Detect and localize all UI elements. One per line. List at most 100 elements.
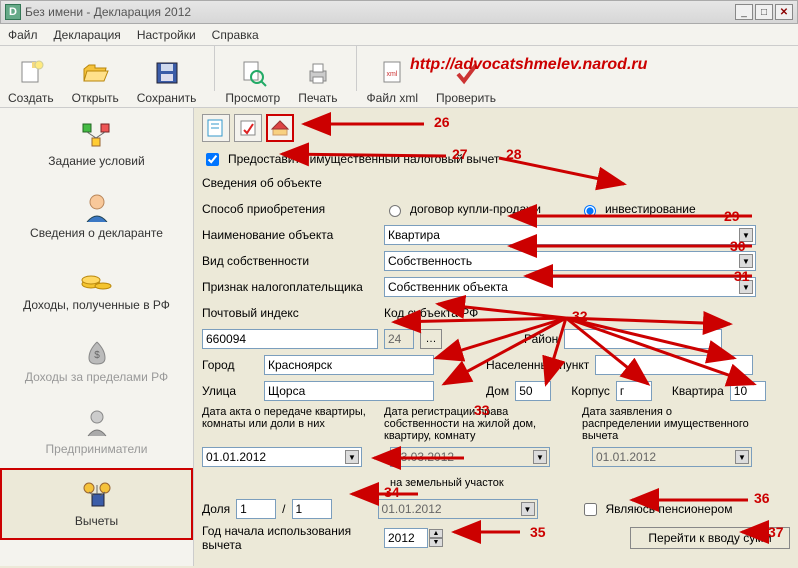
year-up[interactable]: ▲ bbox=[429, 529, 443, 538]
tab-social[interactable] bbox=[234, 114, 262, 142]
deduction-tabs bbox=[202, 114, 790, 142]
sidebar-item-declarant[interactable]: Сведения о декларанте bbox=[0, 180, 193, 252]
obj-name-value: Квартира bbox=[388, 228, 440, 242]
postcode-label: Почтовый индекс bbox=[202, 306, 378, 320]
region-code-input bbox=[384, 329, 414, 349]
region-lookup-button[interactable]: … bbox=[420, 329, 442, 349]
city-input[interactable] bbox=[264, 355, 434, 375]
ownership-select[interactable]: Собственность▼ bbox=[384, 251, 756, 271]
menu-help[interactable]: Справка bbox=[212, 28, 259, 42]
region-code-label: Код субъекта РФ bbox=[384, 306, 534, 320]
obj-name-label: Наименование объекта bbox=[202, 228, 378, 242]
toolbar-print-label: Печать bbox=[298, 91, 337, 105]
date-reg-picker[interactable]: 23.03.2012▼ bbox=[390, 447, 550, 467]
preview-icon bbox=[237, 57, 269, 89]
person-icon bbox=[79, 192, 115, 222]
share-div: / bbox=[282, 502, 285, 516]
main-toolbar: Создать Открыть Сохранить Просмотр Печат… bbox=[0, 46, 798, 108]
section-title: Сведения об объекте bbox=[202, 176, 322, 190]
toolbar-create-label: Создать bbox=[8, 91, 54, 105]
save-icon bbox=[151, 57, 183, 89]
date-land-picker[interactable]: 01.01.2012▼ bbox=[378, 499, 538, 519]
svg-text:xml: xml bbox=[387, 71, 398, 78]
date-land-value: 01.01.2012 bbox=[382, 502, 442, 516]
share-num-input[interactable] bbox=[236, 499, 276, 519]
year-input[interactable] bbox=[384, 528, 428, 548]
new-file-icon bbox=[15, 57, 47, 89]
date-act-picker[interactable]: 01.01.2012▼ bbox=[202, 447, 362, 467]
ownership-value: Собственность bbox=[388, 254, 472, 268]
toolbar-save[interactable]: Сохранить bbox=[137, 57, 197, 105]
toolbar-save-label: Сохранить bbox=[137, 91, 197, 105]
date-appl-value: 01.01.2012 bbox=[596, 450, 656, 464]
checkbox-label: Предоставить имущественный налоговый выч… bbox=[228, 152, 499, 166]
goto-sums-label: Перейти к вводу сумм bbox=[648, 531, 771, 545]
year-spinner[interactable]: ▲▼ bbox=[384, 528, 443, 548]
goto-sums-button[interactable]: Перейти к вводу сумм bbox=[630, 527, 790, 549]
toolbar-open-label: Открыть bbox=[72, 91, 119, 105]
menu-settings[interactable]: Настройки bbox=[137, 28, 196, 42]
property-deduction-checkbox[interactable] bbox=[206, 153, 219, 166]
toolbar-filexml-label: Файл xml bbox=[367, 91, 419, 105]
toolbar-preview[interactable]: Просмотр bbox=[225, 57, 280, 105]
overlay-url: http://advocatshmelev.narod.ru bbox=[410, 56, 647, 74]
street-label: Улица bbox=[202, 384, 258, 398]
date-reg-value: 23.03.2012 bbox=[394, 450, 454, 464]
xml-file-icon: xml bbox=[376, 57, 408, 89]
minimize-button[interactable]: _ bbox=[735, 4, 753, 20]
ownership-label: Вид собственности bbox=[202, 254, 378, 268]
sidebar-income-out-label: Доходы за пределами РФ bbox=[25, 370, 168, 384]
radio-contract[interactable] bbox=[389, 205, 401, 217]
year-down[interactable]: ▼ bbox=[429, 538, 443, 547]
sidebar-item-entrepreneurs: Предприниматели bbox=[0, 396, 193, 468]
folder-open-icon bbox=[79, 57, 111, 89]
app-icon: D bbox=[5, 4, 21, 20]
date-act-value: 01.01.2012 bbox=[206, 450, 266, 464]
sidebar-entrepr-label: Предприниматели bbox=[46, 442, 148, 456]
sidebar-item-deductions[interactable]: Вычеты bbox=[0, 468, 193, 540]
toolbar-create[interactable]: Создать bbox=[8, 57, 54, 105]
radio-invest[interactable] bbox=[584, 205, 596, 217]
radio-invest-label: инвестирование bbox=[605, 202, 696, 216]
print-icon bbox=[302, 57, 334, 89]
money-bag-icon: $ bbox=[79, 336, 115, 366]
district-input[interactable] bbox=[564, 329, 722, 349]
building-input[interactable] bbox=[616, 381, 652, 401]
pension-checkbox[interactable] bbox=[584, 503, 597, 516]
toolbar-print[interactable]: Печать bbox=[298, 57, 337, 105]
date-reg-label: Дата регистрации права собственности на … bbox=[384, 406, 576, 442]
district-label: Район bbox=[524, 332, 558, 346]
pension-label: Являюсь пенсионером bbox=[606, 502, 733, 516]
date-appl-picker[interactable]: 01.01.2012▼ bbox=[592, 447, 752, 467]
share-label: Доля bbox=[202, 502, 230, 516]
close-button[interactable]: ✕ bbox=[775, 4, 793, 20]
toolbar-open[interactable]: Открыть bbox=[72, 57, 119, 105]
postcode-input[interactable] bbox=[202, 329, 378, 349]
building-label: Корпус bbox=[571, 384, 610, 398]
window-title: Без имени - Декларация 2012 bbox=[25, 5, 191, 19]
sidebar-cond-label: Задание условий bbox=[48, 154, 144, 168]
sidebar-deduct-label: Вычеты bbox=[75, 514, 118, 528]
house-input[interactable] bbox=[515, 381, 551, 401]
sidebar-item-conditions[interactable]: Задание условий bbox=[0, 108, 193, 180]
tab-standard[interactable] bbox=[202, 114, 230, 142]
maximize-button[interactable]: □ bbox=[755, 4, 773, 20]
share-den-input[interactable] bbox=[292, 499, 332, 519]
obj-name-select[interactable]: Квартира▼ bbox=[384, 225, 756, 245]
street-input[interactable] bbox=[264, 381, 434, 401]
toolbar-check-label: Проверить bbox=[436, 91, 496, 105]
sidebar-income-rf-label: Доходы, полученные в РФ bbox=[23, 298, 170, 312]
taxpayer-label: Признак налогоплательщика bbox=[202, 280, 378, 294]
taxpayer-select[interactable]: Собственник объекта▼ bbox=[384, 277, 756, 297]
businessman-icon bbox=[79, 408, 115, 438]
settlement-input[interactable] bbox=[595, 355, 753, 375]
flat-input[interactable] bbox=[730, 381, 766, 401]
radio-contract-label: договор купли-продажи bbox=[410, 202, 541, 216]
menu-declaration[interactable]: Декларация bbox=[54, 28, 121, 42]
date-act-label: Дата акта о передаче квартиры, комнаты и… bbox=[202, 406, 378, 430]
house-label: Дом bbox=[486, 384, 509, 398]
sidebar-item-income-rf[interactable]: Доходы, полученные в РФ bbox=[0, 252, 193, 324]
year-start-label: Год начала использования вычета bbox=[202, 524, 378, 552]
tab-property[interactable] bbox=[266, 114, 294, 142]
menu-file[interactable]: Файл bbox=[8, 28, 38, 42]
